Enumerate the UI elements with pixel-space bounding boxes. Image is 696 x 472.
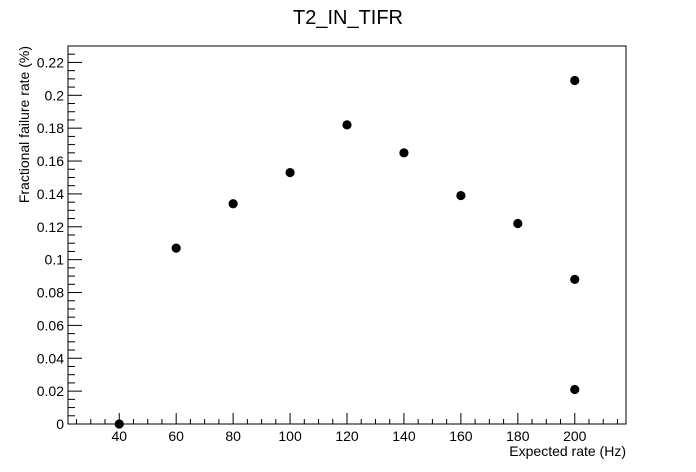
y-tick-label: 0.04 [37,350,64,366]
y-tick-label: 0.2 [45,87,65,103]
y-tick-label: 0.18 [37,120,64,136]
data-point [114,419,124,429]
data-point [570,384,580,395]
data-point [342,120,352,130]
x-tick-label: 80 [225,428,241,444]
x-tick-label: 140 [392,428,416,444]
x-tick-label: 200 [563,428,587,444]
data-point [171,243,181,253]
chart-title: T2_IN_TIFR [293,7,403,29]
x-axis-label: Expected rate (Hz) [509,443,626,459]
y-tick-label: 0 [56,416,64,432]
plot-area: 40 60 80 100 120 140 160 180 200 0 0.02 0.04 0.06 0.… [37,45,627,444]
y-axis-label: Fractional failure rate (%) [16,46,32,203]
y-tick-label: 0.02 [37,383,64,399]
x-tick-label: 40 [111,428,127,444]
y-tick-label: 0.14 [37,186,64,202]
plot-frame [67,45,627,425]
data-points [114,75,580,429]
data-point [399,148,409,158]
y-axis-tick-labels: 0 0.02 0.04 0.06 0.08 0.1 0.12 0.14 0.16 0.18 0.2 0… [37,54,64,432]
x-axis-tick-labels: 40 60 80 100 120 140 160 180 200 [111,428,586,444]
data-point [285,167,295,178]
data-point [228,199,238,209]
y-axis-ticks [68,45,82,425]
y-tick-label: 0.22 [37,54,64,70]
data-point [570,75,580,86]
data-point [570,274,580,284]
data-point [456,190,466,201]
y-tick-label: 0.1 [45,252,65,268]
x-tick-label: 60 [168,428,184,444]
y-tick-label: 0.16 [37,153,64,169]
x-tick-label: 180 [506,428,530,444]
x-tick-label: 100 [278,428,302,444]
data-point [513,218,523,229]
y-tick-label: 0.12 [37,219,64,235]
x-tick-label: 160 [449,428,473,444]
y-tick-label: 0.06 [37,317,64,333]
x-tick-label: 120 [335,428,359,444]
y-tick-label: 0.08 [37,285,64,301]
x-axis-ticks [76,413,618,424]
